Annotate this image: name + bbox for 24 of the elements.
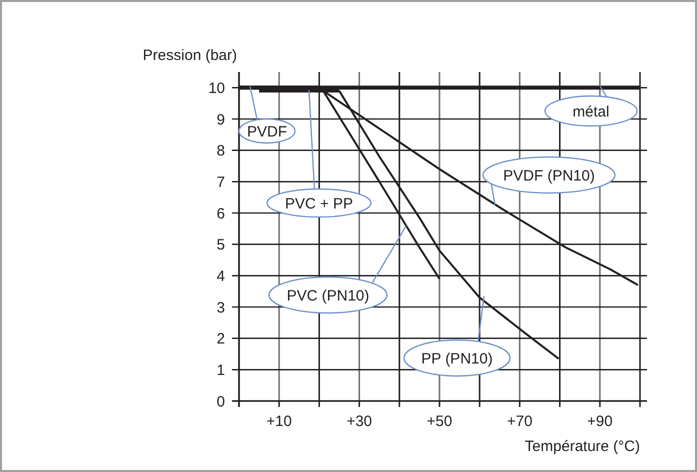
y-tick-label: 3 — [216, 299, 225, 316]
y-tick-label: 0 — [216, 393, 225, 410]
y-tick-label: 7 — [216, 174, 225, 191]
text: PP (PN10) — [421, 350, 493, 368]
y-tick-label: 2 — [216, 330, 225, 348]
x-axis-title: Température (°C) — [524, 438, 640, 455]
y-tick-label: 9 — [216, 111, 225, 128]
series-label: PVDF (PN10) — [503, 167, 595, 184]
y-tick-label: 10 — [208, 80, 225, 97]
y-tick-label: 8 — [216, 142, 225, 160]
text: PVDF — [246, 123, 288, 140]
text: PVC + PP — [285, 195, 353, 212]
x-tick-label: +70 — [506, 413, 532, 430]
text: PVC (PN10) — [286, 287, 370, 304]
y-tick-label: 5 — [216, 236, 225, 254]
text: +10 — [266, 413, 292, 430]
y-axis-title: Pression (bar) — [142, 47, 237, 64]
y-tick-label: 6 — [216, 205, 225, 222]
series-label: métal — [572, 103, 610, 120]
x-tick-label: +90 — [587, 413, 613, 430]
x-tick-label: +30 — [346, 413, 372, 430]
y-tick-label: 4 — [216, 268, 225, 285]
y-tick-label: 1 — [216, 362, 225, 379]
x-tick-label: +50 — [426, 413, 452, 430]
